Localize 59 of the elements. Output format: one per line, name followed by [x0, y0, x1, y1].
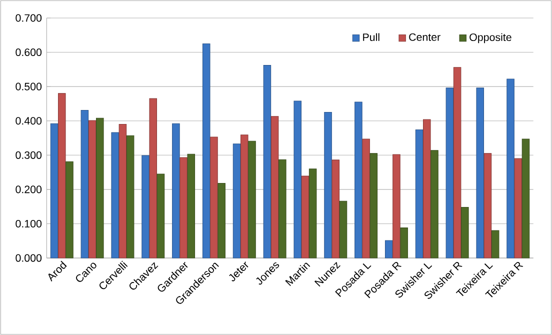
bar — [263, 65, 272, 258]
bar — [240, 134, 248, 258]
bar — [50, 123, 58, 258]
bar — [111, 132, 119, 258]
bar — [384, 240, 393, 258]
bar — [126, 135, 134, 258]
legend-label: Opposite — [470, 33, 512, 44]
bar — [461, 206, 469, 258]
y-tick-label: 0.500 — [16, 82, 42, 90]
bar — [58, 93, 66, 258]
bar — [294, 100, 302, 258]
bar — [332, 160, 340, 258]
y-tick-label: 0.600 — [16, 48, 42, 56]
bar — [270, 116, 279, 258]
bar — [392, 154, 400, 258]
bar — [187, 154, 196, 258]
bar — [362, 138, 370, 258]
y-tick-label: 0.400 — [16, 117, 42, 125]
bar — [415, 130, 424, 258]
y-tick-label: 0.700 — [16, 14, 42, 22]
bar — [80, 110, 89, 258]
bar — [446, 88, 454, 258]
bar — [339, 200, 348, 258]
bar — [248, 140, 256, 258]
bar — [142, 155, 150, 258]
bar — [149, 98, 158, 258]
bar — [308, 168, 317, 258]
bar — [156, 174, 165, 258]
bar — [202, 43, 210, 258]
bar — [522, 138, 530, 258]
bar — [506, 78, 514, 258]
bar — [423, 119, 431, 258]
bar — [118, 124, 127, 258]
y-tick-label: 0.200 — [16, 186, 42, 194]
legend-label: Center — [409, 33, 440, 41]
bar — [514, 158, 522, 258]
bar — [88, 120, 96, 258]
bar — [180, 157, 188, 258]
bar — [232, 144, 241, 258]
y-tick-label: 0.100 — [16, 220, 42, 228]
bar — [210, 136, 218, 258]
y-tick-label: 0.000 — [16, 254, 42, 262]
y-tick-label: 0.300 — [16, 151, 42, 159]
bar — [66, 161, 74, 258]
bar — [370, 153, 378, 258]
bar — [354, 102, 362, 258]
bar — [96, 118, 104, 258]
legend-label: Pull — [363, 33, 380, 42]
bar — [278, 159, 286, 258]
bar — [430, 150, 438, 258]
bar — [484, 153, 492, 258]
bar — [491, 230, 500, 258]
bar — [400, 228, 408, 258]
bar — [476, 88, 484, 258]
bar — [324, 112, 332, 258]
bar — [301, 176, 310, 258]
bar — [218, 182, 226, 258]
bar — [453, 67, 462, 258]
bar — [172, 123, 180, 258]
